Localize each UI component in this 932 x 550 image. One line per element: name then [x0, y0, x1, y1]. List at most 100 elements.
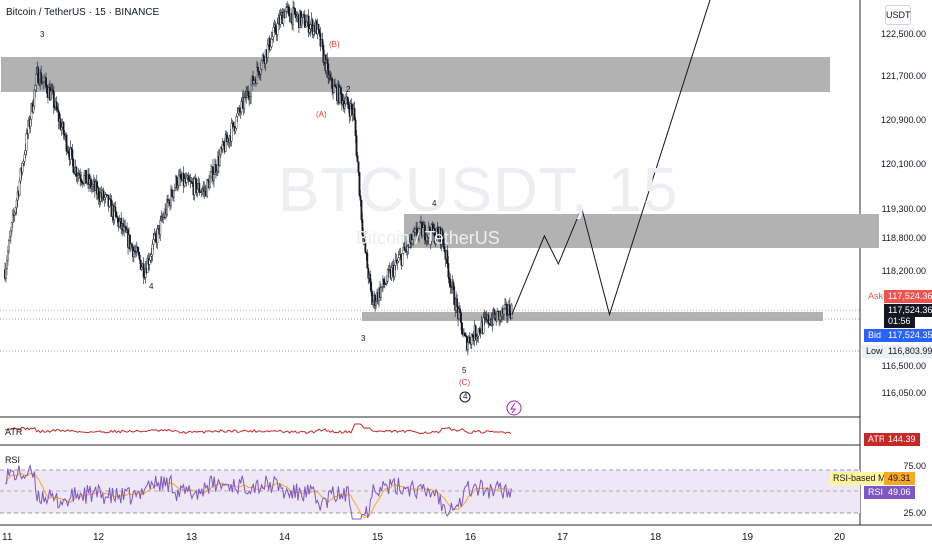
candle-body [249, 96, 252, 99]
candle-body [435, 227, 438, 239]
candle-body [185, 177, 188, 183]
candle-body [25, 133, 28, 151]
price-tick: 118,200.00 [881, 266, 926, 276]
candle-body [269, 46, 272, 50]
candle-body [75, 166, 78, 177]
candle-body [129, 234, 131, 249]
candle-body [331, 77, 334, 89]
chart-title: Bitcoin / TetherUS · 15 · BINANCE [6, 7, 160, 18]
candle-body [196, 188, 199, 194]
candle-body [300, 17, 303, 26]
atr-line [4, 423, 512, 435]
candle-body [506, 303, 508, 316]
candle-body [357, 161, 360, 173]
candle-body [309, 24, 312, 30]
bid-label: Bid [864, 329, 886, 342]
candle-series [4, 0, 513, 356]
candle-body [35, 73, 38, 86]
candle-body [470, 334, 473, 345]
candle-body [456, 298, 459, 307]
candle-body [276, 23, 279, 35]
watermark-name: Bitcoin / TetherUS [356, 228, 500, 248]
candle-body [216, 170, 218, 174]
candle-body [70, 147, 73, 150]
time-tick: 14 [279, 532, 291, 543]
candle-body [33, 90, 36, 107]
candle-body [442, 238, 445, 248]
candle-body [401, 253, 404, 266]
candle-body [91, 186, 93, 189]
candle-body [137, 251, 140, 256]
candle-body [80, 178, 83, 182]
candle-body [266, 44, 269, 59]
wave-label-C: (C) [459, 378, 471, 387]
candle-body [305, 21, 308, 27]
candle-body [359, 195, 362, 201]
candle-body [23, 154, 26, 162]
candle-body [174, 187, 176, 191]
candle-body [347, 104, 350, 110]
candle-body [65, 134, 68, 152]
candle-body [230, 123, 233, 142]
candle-body [238, 107, 241, 112]
time-tick: 11 [2, 532, 13, 543]
candle-body [131, 243, 133, 248]
candle-body [366, 252, 369, 269]
wave-label-4: 4 [149, 282, 154, 291]
candle-body [360, 199, 363, 220]
supply-zone-middle [404, 214, 879, 248]
candle-body [284, 11, 287, 18]
candle-body [234, 128, 237, 132]
candle-body [193, 177, 196, 196]
candle-body [459, 308, 461, 314]
candle-body [296, 16, 298, 19]
candle-body [24, 150, 27, 155]
candle-body [358, 172, 361, 196]
candle-body [288, 7, 291, 17]
time-tick: 19 [742, 532, 754, 543]
candle-body [385, 280, 388, 284]
rsi-ma-tag-value: 49.31 [884, 472, 915, 485]
candle-body [49, 90, 52, 101]
candle-body [274, 24, 277, 33]
candle-body [423, 224, 426, 241]
supply-zone-upper [1, 57, 830, 92]
candle-body [419, 222, 421, 229]
time-tick: 20 [834, 532, 846, 543]
time-tick: 13 [186, 532, 198, 543]
candle-body [78, 173, 81, 176]
candle-body [253, 80, 255, 85]
candle-body [22, 161, 25, 164]
wave-label-3: 3 [40, 30, 45, 39]
candle-body [443, 246, 446, 252]
candle-body [386, 269, 389, 282]
wave-4-circle [459, 391, 471, 403]
candle-body [83, 175, 85, 184]
candle-body [7, 250, 9, 262]
candle-body [179, 174, 182, 180]
candle-body [140, 266, 143, 270]
alert-circle [506, 400, 522, 416]
rsi-level-upper: 75.00 [903, 461, 926, 471]
price-tick: 121,700.00 [880, 71, 926, 81]
candle-body [52, 91, 55, 108]
candle-body [333, 84, 335, 93]
candle-body [308, 28, 311, 33]
wave-label-2: 2 [346, 85, 351, 94]
candle-body [382, 278, 385, 285]
currency-unit-button[interactable]: USDT [885, 5, 911, 25]
candle-body [222, 141, 225, 146]
candle-body [136, 247, 139, 253]
candle-body [201, 189, 204, 193]
atr-tag-label: ATR [864, 433, 890, 446]
time-tick: 17 [557, 532, 569, 543]
candle-body [187, 175, 190, 181]
candle-body [159, 220, 162, 235]
candle-body [303, 14, 306, 28]
candle-body [195, 179, 198, 194]
candle-body [51, 89, 54, 92]
rsi-tag-label: RSI [864, 486, 888, 499]
candle-body [371, 291, 374, 305]
